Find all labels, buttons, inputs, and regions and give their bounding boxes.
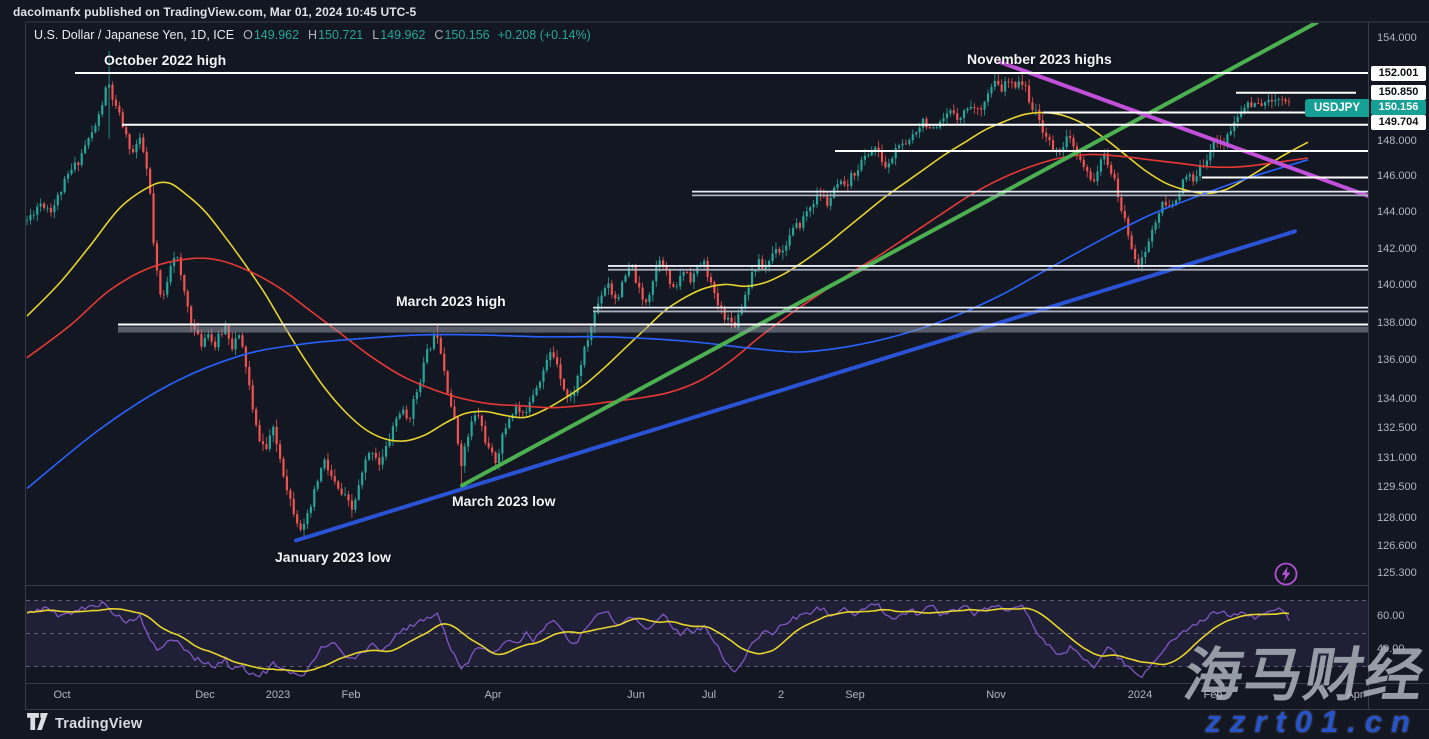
- trendline[interactable]: [998, 60, 1369, 198]
- x-axis-label: Feb: [341, 689, 361, 701]
- x-axis-label: 2: [777, 689, 785, 701]
- annotation-november-2023-highs[interactable]: November 2023 highs: [967, 51, 1112, 67]
- x-axis-label: Jul: [701, 689, 717, 701]
- tradingview-logo-icon: [27, 713, 48, 735]
- x-axis-label: Apr: [484, 689, 502, 701]
- boost-lightning-icon[interactable]: [1272, 560, 1300, 588]
- low-value: 149.962: [380, 28, 426, 42]
- x-axis-label: 2023: [265, 689, 291, 701]
- high-value: 150.721: [318, 28, 364, 42]
- x-axis-label: 2024: [1127, 689, 1153, 701]
- y-axis-label: 148.000: [1377, 135, 1417, 147]
- ma-mid-line: [26, 153, 1309, 409]
- y-axis-label: 134.000: [1377, 393, 1417, 405]
- rsi-axis-label-40: 40.00: [1377, 643, 1405, 655]
- y-axis-label: 144.000: [1377, 206, 1417, 218]
- rsi-axis-label-60: 60.00: [1377, 610, 1405, 622]
- time-axis[interactable]: [25, 683, 1369, 709]
- high-label: H: [308, 28, 318, 42]
- y-axis-label: 154.000: [1377, 32, 1417, 44]
- watermark-url: zzrt01.cn: [1205, 704, 1419, 739]
- y-axis-label: 132.500: [1377, 422, 1417, 434]
- candles-group: [26, 50, 1291, 540]
- y-axis-label: 131.000: [1377, 452, 1417, 464]
- open-value: 149.962: [253, 28, 300, 42]
- annotation-march-2023-high[interactable]: March 2023 high: [396, 293, 506, 309]
- y-axis-label: 138.000: [1377, 317, 1417, 329]
- x-axis-label: Sep: [845, 689, 865, 701]
- symbol-price-label: USDJPY: [1304, 99, 1369, 117]
- y-axis-label: 136.000: [1377, 354, 1417, 366]
- annotation-january-2023-low[interactable]: January 2023 low: [275, 549, 391, 565]
- close-label: C: [434, 28, 444, 42]
- price-line-badge-152[interactable]: 152.001: [1371, 66, 1426, 81]
- y-axis-label: 142.000: [1377, 243, 1417, 255]
- x-axis-label: Dec: [195, 689, 215, 701]
- attribution-text: dacolmanfx published on TradingView.com,…: [13, 5, 417, 19]
- tradingview-logo[interactable]: TradingView: [27, 713, 142, 735]
- y-axis-label: 129.500: [1377, 481, 1417, 493]
- ma-slow-line: [26, 159, 1309, 490]
- rsi-line: [26, 600, 1290, 679]
- symbol-title[interactable]: U.S. Dollar / Japanese Yen, 1D, ICE: [34, 28, 235, 42]
- price-pane[interactable]: [26, 22, 1369, 543]
- x-axis-label: Apr: [1346, 689, 1364, 701]
- ma-fast-line: [26, 111, 1309, 442]
- annotation-march-2023-low[interactable]: March 2023 low: [452, 493, 556, 509]
- change-value: +0.208 (+0.14%): [497, 28, 591, 42]
- y-axis-label: 125.300: [1377, 567, 1417, 579]
- open-label: O: [243, 28, 253, 42]
- x-axis-label: Oct: [53, 689, 71, 701]
- y-axis-label: 126.600: [1377, 540, 1417, 552]
- trendline[interactable]: [460, 22, 1319, 488]
- annotation-october-2022-high[interactable]: October 2022 high: [104, 52, 227, 68]
- last-price-badge: 150.156: [1371, 100, 1426, 115]
- price-line-badge-150-85[interactable]: 150.850: [1371, 85, 1426, 100]
- close-value: 150.156: [444, 28, 490, 42]
- x-axis-label: Feb: [1203, 689, 1223, 701]
- low-label: L: [372, 28, 380, 42]
- y-axis-label: 140.000: [1377, 279, 1417, 291]
- x-axis-label: Jun: [627, 689, 645, 701]
- y-axis-label: 146.000: [1377, 170, 1417, 182]
- y-axis-label: 128.000: [1377, 512, 1417, 524]
- tradingview-brand-text: TradingView: [55, 716, 143, 732]
- trendline[interactable]: [294, 229, 1297, 543]
- x-axis-label: Nov: [986, 689, 1006, 701]
- symbol-header: U.S. Dollar / Japanese Yen, 1D, ICE O149.…: [34, 28, 591, 42]
- rsi-ma-line: [26, 607, 1290, 673]
- price-line-badge-149-70[interactable]: 149.704: [1371, 115, 1426, 130]
- rsi-pane[interactable]: [26, 600, 1368, 679]
